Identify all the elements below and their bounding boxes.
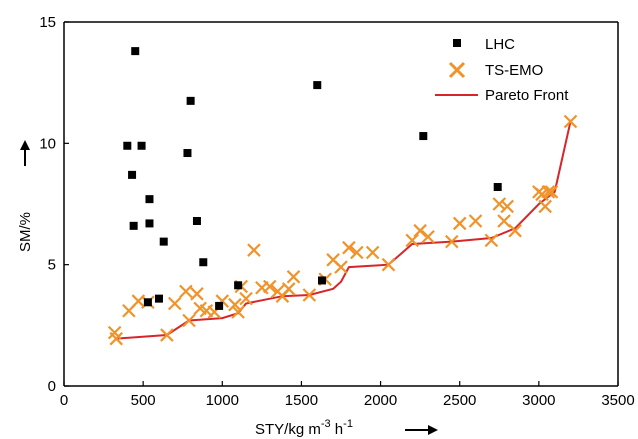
tsemo-point <box>262 279 277 294</box>
lhc-point <box>199 258 208 267</box>
tsemo-point <box>381 257 396 272</box>
axes <box>63 21 619 387</box>
lhc-point <box>313 81 322 90</box>
y-tick-label: 10 <box>39 135 56 152</box>
tsemo-point <box>484 233 499 248</box>
tsemo-point <box>445 234 459 249</box>
lhc-point <box>493 183 502 192</box>
tsemo-point <box>231 305 245 319</box>
legend-tsemo-marker <box>448 61 466 79</box>
tsemo-point <box>302 288 317 302</box>
y-tick-label: 5 <box>48 257 56 274</box>
lhc-point <box>123 141 132 150</box>
legend: LHC TS-EMO Pareto Front <box>435 36 569 104</box>
tsemo-point <box>342 240 356 255</box>
y-tick-label: 0 <box>48 378 56 395</box>
lhc-point <box>183 149 192 158</box>
x-axis-title-main: STY/kg m <box>255 421 321 438</box>
x-tick-label: 3500 <box>601 392 634 409</box>
x-tick-label: 0 <box>60 392 68 409</box>
y-axis-arrow <box>20 140 30 166</box>
x-axis-title: STY/kg m-3 h-1 <box>255 418 353 438</box>
tsemo-point <box>500 199 514 214</box>
tsemo-point <box>508 223 522 238</box>
lhc-point <box>192 216 201 225</box>
tsemo-point <box>160 328 174 342</box>
x-tick-label: 2000 <box>364 392 397 409</box>
tsemo-point <box>541 185 556 199</box>
tsemo-point <box>182 313 196 328</box>
tsemo-point <box>497 214 511 228</box>
legend-item-lhc: LHC <box>453 36 515 53</box>
tsemo-point <box>413 223 427 238</box>
legend-item-tsemo: TS-EMO <box>448 61 543 79</box>
x-axis-title-exp2: -1 <box>343 418 353 430</box>
lhc-point <box>159 237 168 246</box>
tsemo-point <box>281 282 296 296</box>
legend-item-pareto: Pareto Front <box>435 87 569 104</box>
tsemo-point <box>452 216 467 231</box>
x-tick-label: 3000 <box>522 392 555 409</box>
x-tick-label: 1500 <box>285 392 318 409</box>
x-axis-arrow <box>405 425 438 435</box>
lhc-point <box>419 132 428 141</box>
legend-tsemo-label: TS-EMO <box>485 62 543 79</box>
tsemo-point <box>228 297 242 312</box>
tsemo-point <box>544 185 559 199</box>
x-tick-label: 500 <box>131 392 156 409</box>
lhc-point <box>137 141 146 150</box>
tsemo-point <box>190 287 204 301</box>
x-axis-title-exp1: -3 <box>321 418 331 430</box>
legend-lhc-label: LHC <box>485 36 515 53</box>
tsemo-point <box>179 284 193 299</box>
tsemo-point <box>350 245 364 260</box>
legend-pareto-label: Pareto Front <box>485 87 569 104</box>
tsemo-point <box>405 233 420 248</box>
tsemo-point <box>538 199 552 214</box>
tsemo-point <box>421 229 435 244</box>
lhc-point <box>128 170 137 179</box>
lhc-point <box>215 301 224 310</box>
lhc-point <box>186 96 195 105</box>
x-axis-title-unit: h <box>331 421 344 438</box>
tsemo-point <box>286 270 301 284</box>
tsemo-point <box>492 197 507 211</box>
x-tick-label: 2500 <box>443 392 476 409</box>
tsemo-point <box>109 331 124 346</box>
y-tick-label: 15 <box>39 14 56 31</box>
x-tick-label: 1000 <box>206 392 239 409</box>
y-axis-title: SM/% <box>17 212 34 252</box>
tsemo-point <box>247 243 261 257</box>
pareto-front-line <box>114 121 572 340</box>
lhc-point <box>145 219 154 228</box>
tsemo-point <box>334 260 348 274</box>
tsemo-point <box>239 291 253 306</box>
tsemo-point <box>365 245 380 260</box>
lhc-point <box>129 221 138 230</box>
tsemo-point <box>563 114 578 129</box>
tsemo-point <box>468 214 483 228</box>
lhc-point <box>143 298 152 307</box>
lhc-point <box>154 294 163 303</box>
x-ticks: 0 500 1000 1500 2000 2500 3000 3500 <box>60 381 635 409</box>
plot-area <box>107 47 578 346</box>
lhc-point <box>234 281 243 290</box>
y-ticks: 0 5 10 15 <box>39 14 69 395</box>
legend-lhc-marker <box>453 39 461 47</box>
lhc-point <box>318 276 327 285</box>
lhc-point <box>145 195 154 204</box>
tsemo-point <box>168 296 182 311</box>
lhc-point <box>131 47 140 56</box>
